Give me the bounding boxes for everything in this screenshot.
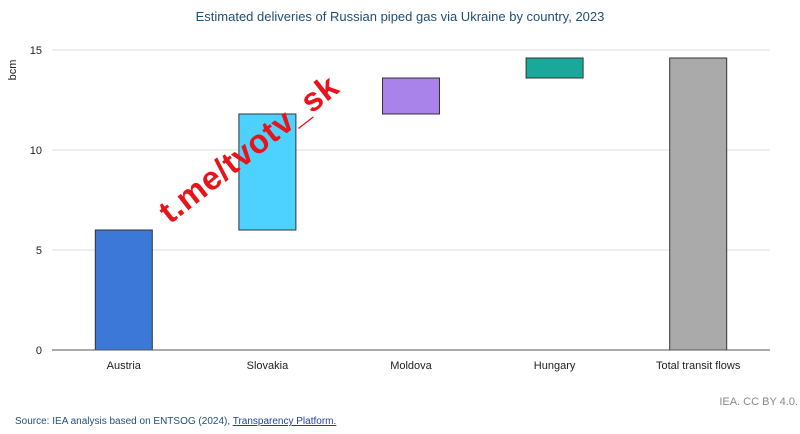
bar-total-transit-flows (669, 57, 728, 351)
x-tick-label: Total transit flows (656, 360, 741, 372)
x-tick-label: Austria (107, 360, 142, 372)
bar-moldova (382, 77, 440, 115)
license-credit: IEA. CC BY 4.0. (719, 396, 798, 408)
source-note: Source: IEA analysis based on ENTSOG (20… (15, 416, 336, 427)
chart-title: Estimated deliveries of Russian piped ga… (195, 9, 605, 24)
y-tick-label: 0 (36, 345, 42, 357)
bars (94, 57, 728, 351)
gridlines (52, 49, 770, 251)
x-tick-label: Slovakia (247, 360, 289, 372)
y-tick-label: 10 (30, 145, 42, 157)
transparency-platform-link[interactable]: Transparency Platform. (232, 416, 337, 427)
x-axis-labels: Austria Slovakia Moldova Hungary Total trans… (107, 360, 741, 372)
bar-slovakia (238, 113, 297, 231)
bar-austria (94, 229, 153, 351)
bar-hungary (525, 57, 584, 79)
source-text: Source: IEA analysis based on ENTSOG (20… (15, 416, 233, 427)
y-axis-label: bcm (7, 60, 19, 81)
y-tick-label: 5 (36, 245, 42, 257)
x-tick-label: Moldova (390, 360, 432, 372)
x-tick-label: Hungary (534, 360, 576, 372)
y-axis-ticks: 0 5 10 15 (30, 45, 42, 357)
y-tick-label: 15 (30, 45, 42, 57)
